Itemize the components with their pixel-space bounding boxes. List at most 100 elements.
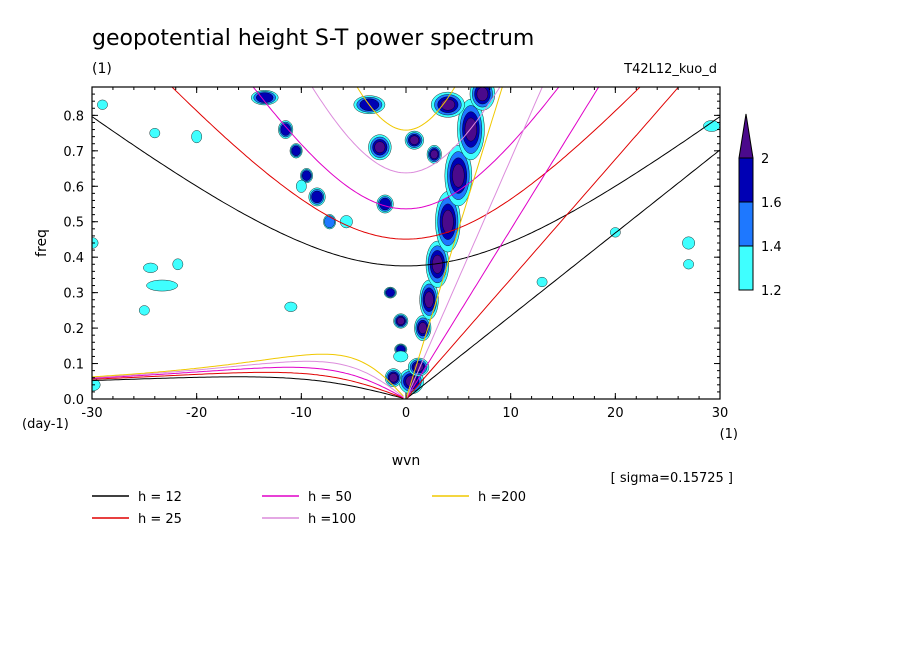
y-tick-label: 0.5 [63, 216, 84, 231]
y-axis-label: freq [34, 229, 50, 257]
dispersion-line [92, 353, 404, 397]
x-tick-label: -10 [291, 406, 312, 421]
contour-fill [418, 322, 428, 334]
contour-fill [385, 288, 395, 297]
x-axis-unit: (1) [720, 427, 738, 442]
contour-fill [452, 163, 465, 188]
y-tick-label: 0.7 [63, 145, 84, 160]
legend-item: h = 25 [92, 512, 182, 527]
dispersion-line [311, 87, 501, 174]
dispersion-line [405, 87, 543, 399]
contour-fill [389, 373, 398, 383]
colorbar-label: 2 [761, 152, 769, 167]
contour-fill [682, 236, 695, 250]
contour-fill [374, 141, 386, 154]
power-blob [368, 134, 392, 161]
y-tick-label: 0.8 [63, 109, 84, 124]
power-blob [284, 301, 298, 312]
colorbar-extend-arrow [738, 113, 754, 159]
power-blob [295, 179, 307, 193]
y-tick-label: 0.1 [63, 358, 84, 373]
power-blob [393, 313, 409, 329]
power-blob [683, 259, 694, 270]
legend-label: h =200 [478, 490, 526, 505]
contour-fill [464, 117, 478, 142]
contour-fill [339, 215, 353, 229]
power-blob [138, 305, 150, 316]
power-blob [682, 236, 695, 250]
contour-fill [324, 215, 336, 229]
colorbar-label: 1.2 [761, 284, 782, 299]
x-axis-ticks: -30 -20 -10 0 10 20 30 [81, 87, 728, 421]
legend-label: h = 12 [138, 490, 182, 505]
dispersion-curves [92, 87, 720, 399]
contour-fill [138, 305, 150, 316]
colorbar-band [738, 245, 754, 291]
contour-fill [424, 291, 434, 308]
contour-fill [295, 179, 307, 193]
power-blob [146, 279, 178, 292]
power-blob [250, 90, 279, 106]
colorbar-label: 1.6 [761, 196, 782, 211]
y-tick-label: 0.6 [63, 180, 84, 195]
power-blob [404, 130, 424, 150]
contour-fill [302, 170, 312, 181]
dispersion-25 [92, 87, 680, 399]
contour-fill [442, 209, 454, 234]
dispersion-100 [92, 87, 543, 399]
x-tick-label: -20 [186, 406, 207, 421]
x-tick-label: -30 [81, 406, 102, 421]
legend-label: h = 50 [308, 490, 352, 505]
power-blob [92, 237, 99, 249]
y-axis-unit: (day-1) [22, 417, 69, 432]
legend-item: h =200 [432, 490, 526, 505]
power-blob [143, 262, 159, 273]
plot-area: -30 -20 -10 0 10 20 30 0.00.10.20.30.40.50.60.… [63, 86, 728, 421]
sigma-note: [ sigma=0.15725 ] [611, 471, 733, 486]
contour-fill [683, 259, 694, 270]
power-blob [469, 87, 496, 111]
legend-item: h = 50 [262, 490, 352, 505]
dispersion-line [92, 360, 404, 398]
power-blob [191, 130, 203, 144]
power-blob [289, 143, 303, 159]
y-tick-label: 0.3 [63, 287, 84, 302]
contour-fill [291, 145, 301, 156]
dispersion-line [252, 87, 560, 210]
chart-subtitle-right: T42L12_kuo_d [623, 62, 717, 77]
dispersion-line [405, 87, 600, 399]
power-blob [444, 145, 473, 207]
contour-fill [97, 99, 108, 110]
contour-fill [284, 301, 298, 312]
dispersion-line [92, 371, 404, 399]
power-blob [426, 145, 442, 164]
contour-fill [146, 279, 178, 292]
y-tick-label: 0.0 [63, 393, 84, 408]
contour-fill [440, 98, 456, 111]
legend-item: h =100 [262, 512, 356, 527]
x-tick-label: 0 [402, 406, 410, 421]
power-blob [172, 258, 184, 271]
power-blob [393, 350, 409, 363]
dispersion-50 [92, 87, 600, 399]
contour-fill [430, 149, 439, 159]
dispersion-200 [92, 87, 503, 399]
x-tick-label: 30 [712, 406, 729, 421]
power-blob [300, 168, 313, 184]
dispersion-line [171, 87, 641, 240]
contour-fill [379, 197, 391, 211]
power-blob [536, 276, 548, 288]
dispersion-line [405, 87, 680, 399]
legend-label: h = 25 [138, 512, 182, 527]
dispersion-line [92, 376, 404, 399]
contour-fill [476, 87, 489, 102]
power-blob [97, 99, 108, 110]
power-blob [425, 240, 450, 288]
power-blob [384, 368, 402, 388]
x-tick-label: 10 [502, 406, 519, 421]
colorbar-band [738, 201, 754, 247]
y-tick-label: 0.2 [63, 322, 84, 337]
legend: h = 12 h = 25 h = 50 h =100 h =200 [92, 490, 526, 527]
contour-fill [280, 123, 291, 136]
